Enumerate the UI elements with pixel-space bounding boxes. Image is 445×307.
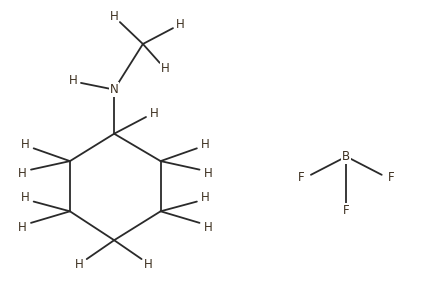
- Text: F: F: [298, 171, 304, 184]
- Text: H: H: [75, 258, 84, 271]
- Text: H: H: [150, 107, 158, 119]
- Text: H: H: [110, 10, 118, 23]
- Text: H: H: [176, 18, 185, 31]
- Text: B: B: [342, 150, 350, 163]
- Text: N: N: [110, 83, 118, 96]
- Text: H: H: [144, 258, 153, 271]
- Text: H: H: [18, 167, 27, 180]
- Text: H: H: [69, 74, 78, 87]
- Text: H: H: [200, 191, 209, 204]
- Text: F: F: [343, 204, 350, 217]
- Text: F: F: [388, 171, 395, 184]
- Text: H: H: [18, 221, 27, 234]
- Text: H: H: [21, 138, 30, 151]
- Text: H: H: [21, 191, 30, 204]
- Text: H: H: [161, 62, 170, 75]
- Text: H: H: [204, 167, 213, 180]
- Text: H: H: [200, 138, 209, 151]
- Text: H: H: [204, 221, 213, 234]
